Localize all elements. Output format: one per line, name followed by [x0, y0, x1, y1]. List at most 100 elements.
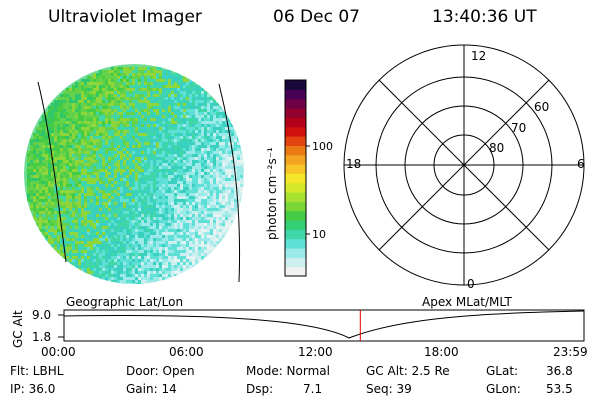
- emission-pixel: [192, 148, 195, 151]
- emission-pixel: [132, 196, 135, 199]
- emission-pixel: [96, 148, 99, 151]
- emission-pixel: [234, 214, 237, 217]
- emission-pixel: [177, 259, 180, 262]
- emission-pixel: [153, 205, 156, 208]
- emission-pixel: [114, 67, 117, 70]
- emission-pixel: [72, 97, 75, 100]
- emission-pixel: [174, 259, 177, 262]
- emission-pixel: [135, 226, 138, 229]
- emission-pixel: [210, 160, 213, 163]
- emission-pixel: [90, 79, 93, 82]
- emission-pixel: [171, 94, 174, 97]
- emission-pixel: [177, 172, 180, 175]
- emission-pixel: [87, 238, 90, 241]
- emission-pixel: [228, 205, 231, 208]
- emission-pixel: [231, 157, 234, 160]
- emission-pixel: [126, 82, 129, 85]
- emission-pixel: [198, 202, 201, 205]
- emission-pixel: [54, 169, 57, 172]
- emission-pixel: [57, 220, 60, 223]
- emission-pixel: [63, 136, 66, 139]
- emission-pixel: [42, 163, 45, 166]
- emission-pixel: [123, 235, 126, 238]
- emission-pixel: [195, 103, 198, 106]
- emission-pixel: [150, 274, 153, 277]
- emission-pixel: [63, 202, 66, 205]
- emission-pixel: [204, 148, 207, 151]
- emission-pixel: [39, 151, 42, 154]
- emission-pixel: [138, 151, 141, 154]
- emission-pixel: [186, 88, 189, 91]
- emission-pixel: [189, 112, 192, 115]
- colorbar-swatch: [285, 98, 306, 109]
- emission-pixel: [189, 253, 192, 256]
- emission-pixel: [96, 235, 99, 238]
- emission-pixel: [129, 178, 132, 181]
- emission-pixel: [90, 238, 93, 241]
- emission-pixel: [123, 163, 126, 166]
- emission-pixel: [231, 187, 234, 190]
- emission-pixel: [183, 244, 186, 247]
- emission-pixel: [114, 145, 117, 148]
- emission-pixel: [75, 85, 78, 88]
- emission-pixel: [120, 76, 123, 79]
- emission-pixel: [189, 163, 192, 166]
- emission-pixel: [51, 145, 54, 148]
- emission-pixel: [213, 169, 216, 172]
- emission-pixel: [168, 160, 171, 163]
- emission-pixel: [66, 88, 69, 91]
- emission-pixel: [195, 157, 198, 160]
- emission-pixel: [48, 238, 51, 241]
- emission-pixel: [156, 112, 159, 115]
- emission-pixel: [129, 88, 132, 91]
- emission-pixel: [204, 250, 207, 253]
- emission-pixel: [177, 97, 180, 100]
- emission-pixel: [96, 76, 99, 79]
- emission-pixel: [159, 232, 162, 235]
- emission-pixel: [90, 85, 93, 88]
- emission-pixel: [135, 229, 138, 232]
- emission-pixel: [135, 175, 138, 178]
- emission-pixel: [27, 169, 30, 172]
- emission-pixel: [117, 214, 120, 217]
- emission-pixel: [135, 178, 138, 181]
- emission-pixel: [63, 148, 66, 151]
- emission-pixel: [126, 238, 129, 241]
- emission-pixel: [201, 97, 204, 100]
- emission-pixel: [99, 172, 102, 175]
- emission-pixel: [216, 211, 219, 214]
- emission-pixel: [171, 181, 174, 184]
- emission-pixel: [156, 163, 159, 166]
- emission-pixel: [132, 67, 135, 70]
- emission-pixel: [114, 232, 117, 235]
- emission-pixel: [60, 97, 63, 100]
- emission-pixel: [150, 232, 153, 235]
- emission-pixel: [102, 76, 105, 79]
- emission-pixel: [120, 109, 123, 112]
- emission-pixel: [42, 154, 45, 157]
- emission-pixel: [66, 205, 69, 208]
- emission-pixel: [102, 106, 105, 109]
- emission-pixel: [186, 118, 189, 121]
- emission-pixel: [81, 82, 84, 85]
- emission-pixel: [135, 166, 138, 169]
- emission-pixel: [120, 259, 123, 262]
- emission-pixel: [63, 151, 66, 154]
- emission-pixel: [144, 196, 147, 199]
- emission-pixel: [129, 133, 132, 136]
- emission-pixel: [90, 166, 93, 169]
- emission-pixel: [69, 103, 72, 106]
- emission-pixel: [195, 217, 198, 220]
- emission-pixel: [108, 190, 111, 193]
- emission-pixel: [75, 202, 78, 205]
- emission-pixel: [201, 106, 204, 109]
- emission-pixel: [171, 109, 174, 112]
- emission-pixel: [114, 121, 117, 124]
- emission-pixel: [165, 85, 168, 88]
- glat-label: GLat:: [486, 364, 519, 378]
- emission-pixel: [126, 172, 129, 175]
- emission-pixel: [33, 178, 36, 181]
- emission-pixel: [189, 262, 192, 265]
- emission-pixel: [69, 247, 72, 250]
- emission-pixel: [162, 211, 165, 214]
